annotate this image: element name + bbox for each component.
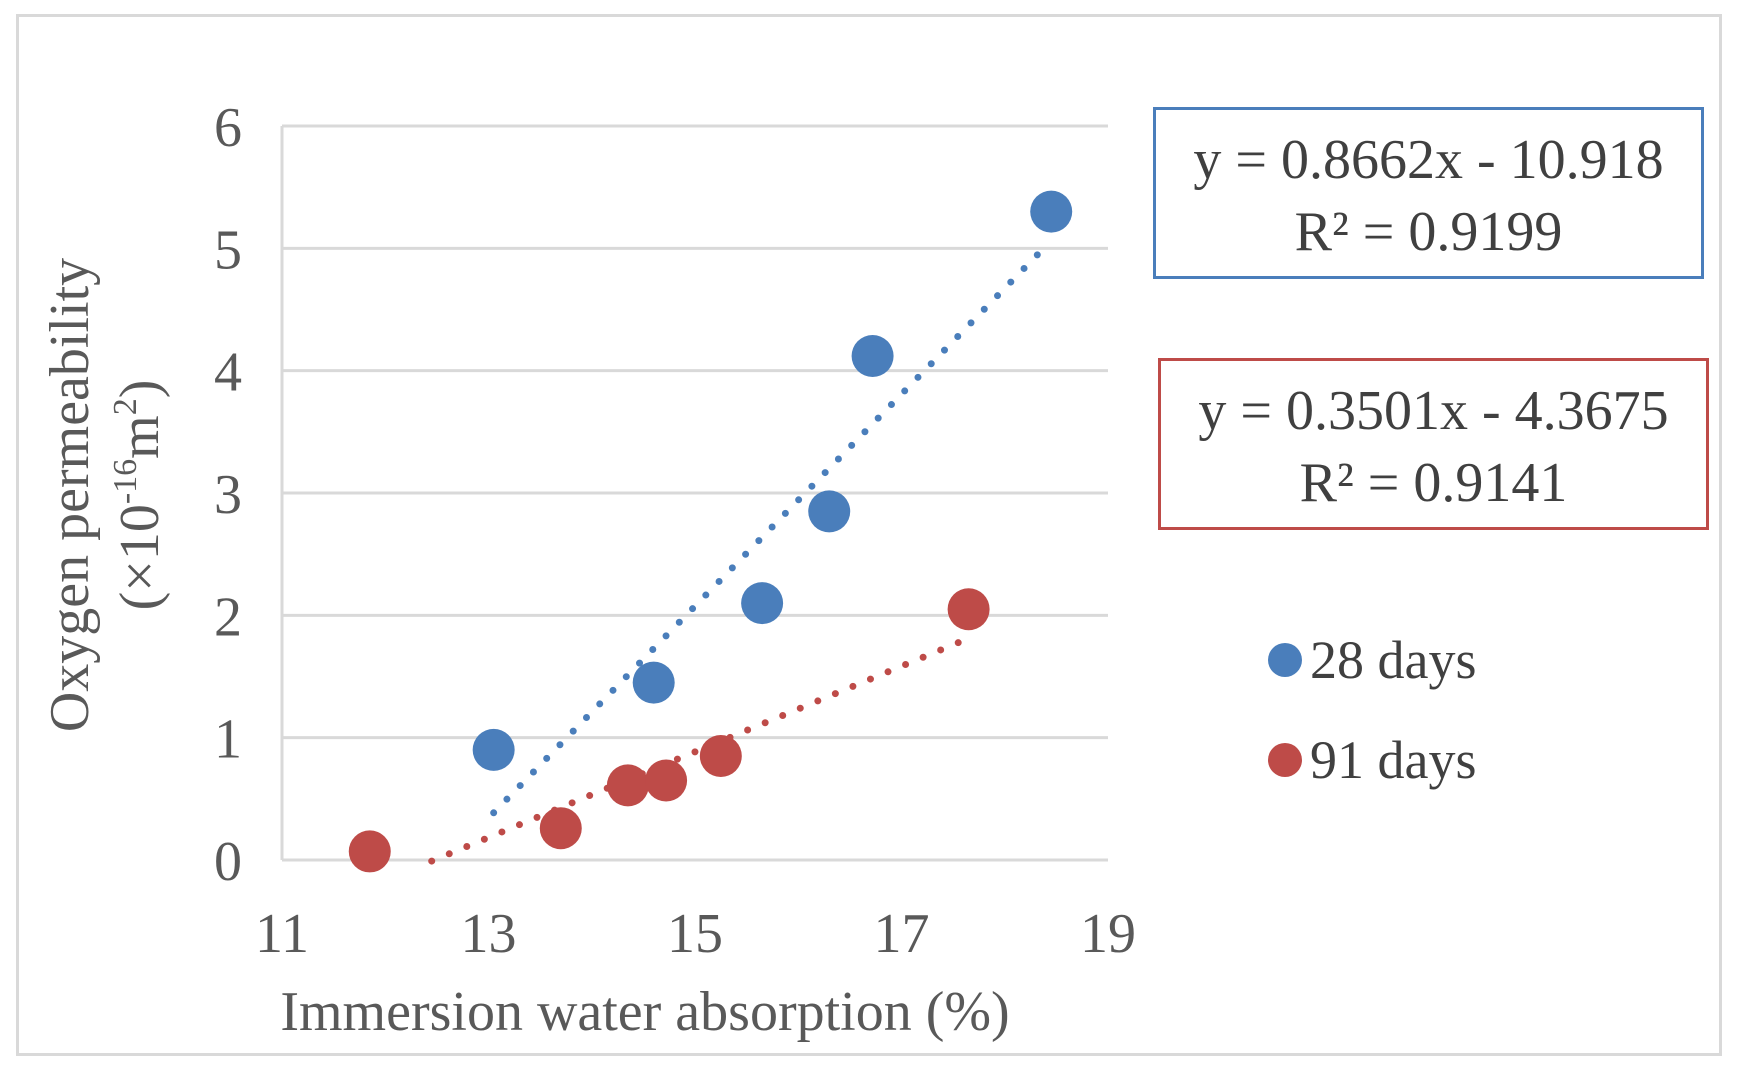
trendline-28-days bbox=[490, 247, 1045, 817]
data-point-28-days bbox=[741, 582, 784, 625]
x-tick-label: 13 bbox=[461, 903, 517, 965]
y-tick-label: 4 bbox=[214, 342, 242, 404]
y-tick-label: 6 bbox=[214, 97, 242, 159]
data-point-28-days bbox=[472, 728, 515, 771]
x-tick-labels: 11 13 15 17 19 bbox=[255, 903, 1136, 965]
y-axis-label: Oxygen permeability (×10-16m2) bbox=[39, 258, 171, 732]
y-axis-label-line2: (×10-16m2) bbox=[107, 380, 171, 611]
data-points bbox=[348, 190, 1073, 873]
trendline-equation-28-days: y = 0.8662x - 10.918 R² = 0.9199 bbox=[1153, 107, 1704, 279]
equation-91-days: y = 0.3501x - 4.3675 bbox=[1198, 380, 1669, 442]
data-point-28-days bbox=[632, 661, 675, 704]
y-tick-label: 1 bbox=[214, 709, 242, 771]
trendlines bbox=[428, 247, 1045, 865]
data-point-28-days bbox=[1030, 190, 1073, 233]
y-tick-labels: 0 1 2 3 4 5 6 bbox=[214, 97, 242, 893]
trendline-equation-91-days: y = 0.3501x - 4.3675 R² = 0.9141 bbox=[1158, 358, 1709, 530]
y-axis-label-line1: Oxygen permeability bbox=[39, 258, 101, 732]
legend-marker-91-days bbox=[1268, 743, 1302, 777]
r2-91-days: R² = 0.9141 bbox=[1299, 452, 1568, 514]
x-axis-label: Immersion water absorption (%) bbox=[280, 981, 1009, 1043]
legend-marker-28-days bbox=[1268, 643, 1302, 677]
data-point-91-days bbox=[539, 807, 582, 850]
legend-item-91-days: 91 days bbox=[1268, 724, 1476, 796]
gridlines bbox=[282, 124, 1108, 740]
legend-item-28-days: 28 days bbox=[1268, 624, 1476, 696]
x-tick-label: 19 bbox=[1080, 903, 1136, 965]
data-point-28-days bbox=[851, 334, 894, 377]
y-tick-label: 2 bbox=[214, 586, 242, 648]
equation-28-days: y = 0.8662x - 10.918 bbox=[1193, 129, 1664, 191]
data-point-91-days bbox=[699, 735, 742, 778]
x-tick-label: 11 bbox=[255, 903, 309, 965]
y-tick-label: 5 bbox=[214, 219, 242, 281]
data-point-28-days bbox=[808, 490, 851, 533]
x-tick-label: 15 bbox=[667, 903, 723, 965]
legend-label-28-days: 28 days bbox=[1310, 630, 1477, 690]
r2-28-days: R² = 0.9199 bbox=[1294, 201, 1563, 263]
data-point-91-days bbox=[348, 830, 391, 873]
legend-label-91-days: 91 days bbox=[1310, 730, 1477, 790]
trendline-91-days bbox=[428, 639, 962, 865]
axes bbox=[280, 126, 1108, 862]
y-tick-label: 3 bbox=[214, 464, 242, 526]
x-tick-label: 17 bbox=[874, 903, 930, 965]
data-point-91-days bbox=[947, 588, 990, 631]
data-point-91-days bbox=[645, 759, 688, 802]
data-point-91-days bbox=[606, 764, 649, 807]
y-tick-label: 0 bbox=[214, 831, 242, 893]
